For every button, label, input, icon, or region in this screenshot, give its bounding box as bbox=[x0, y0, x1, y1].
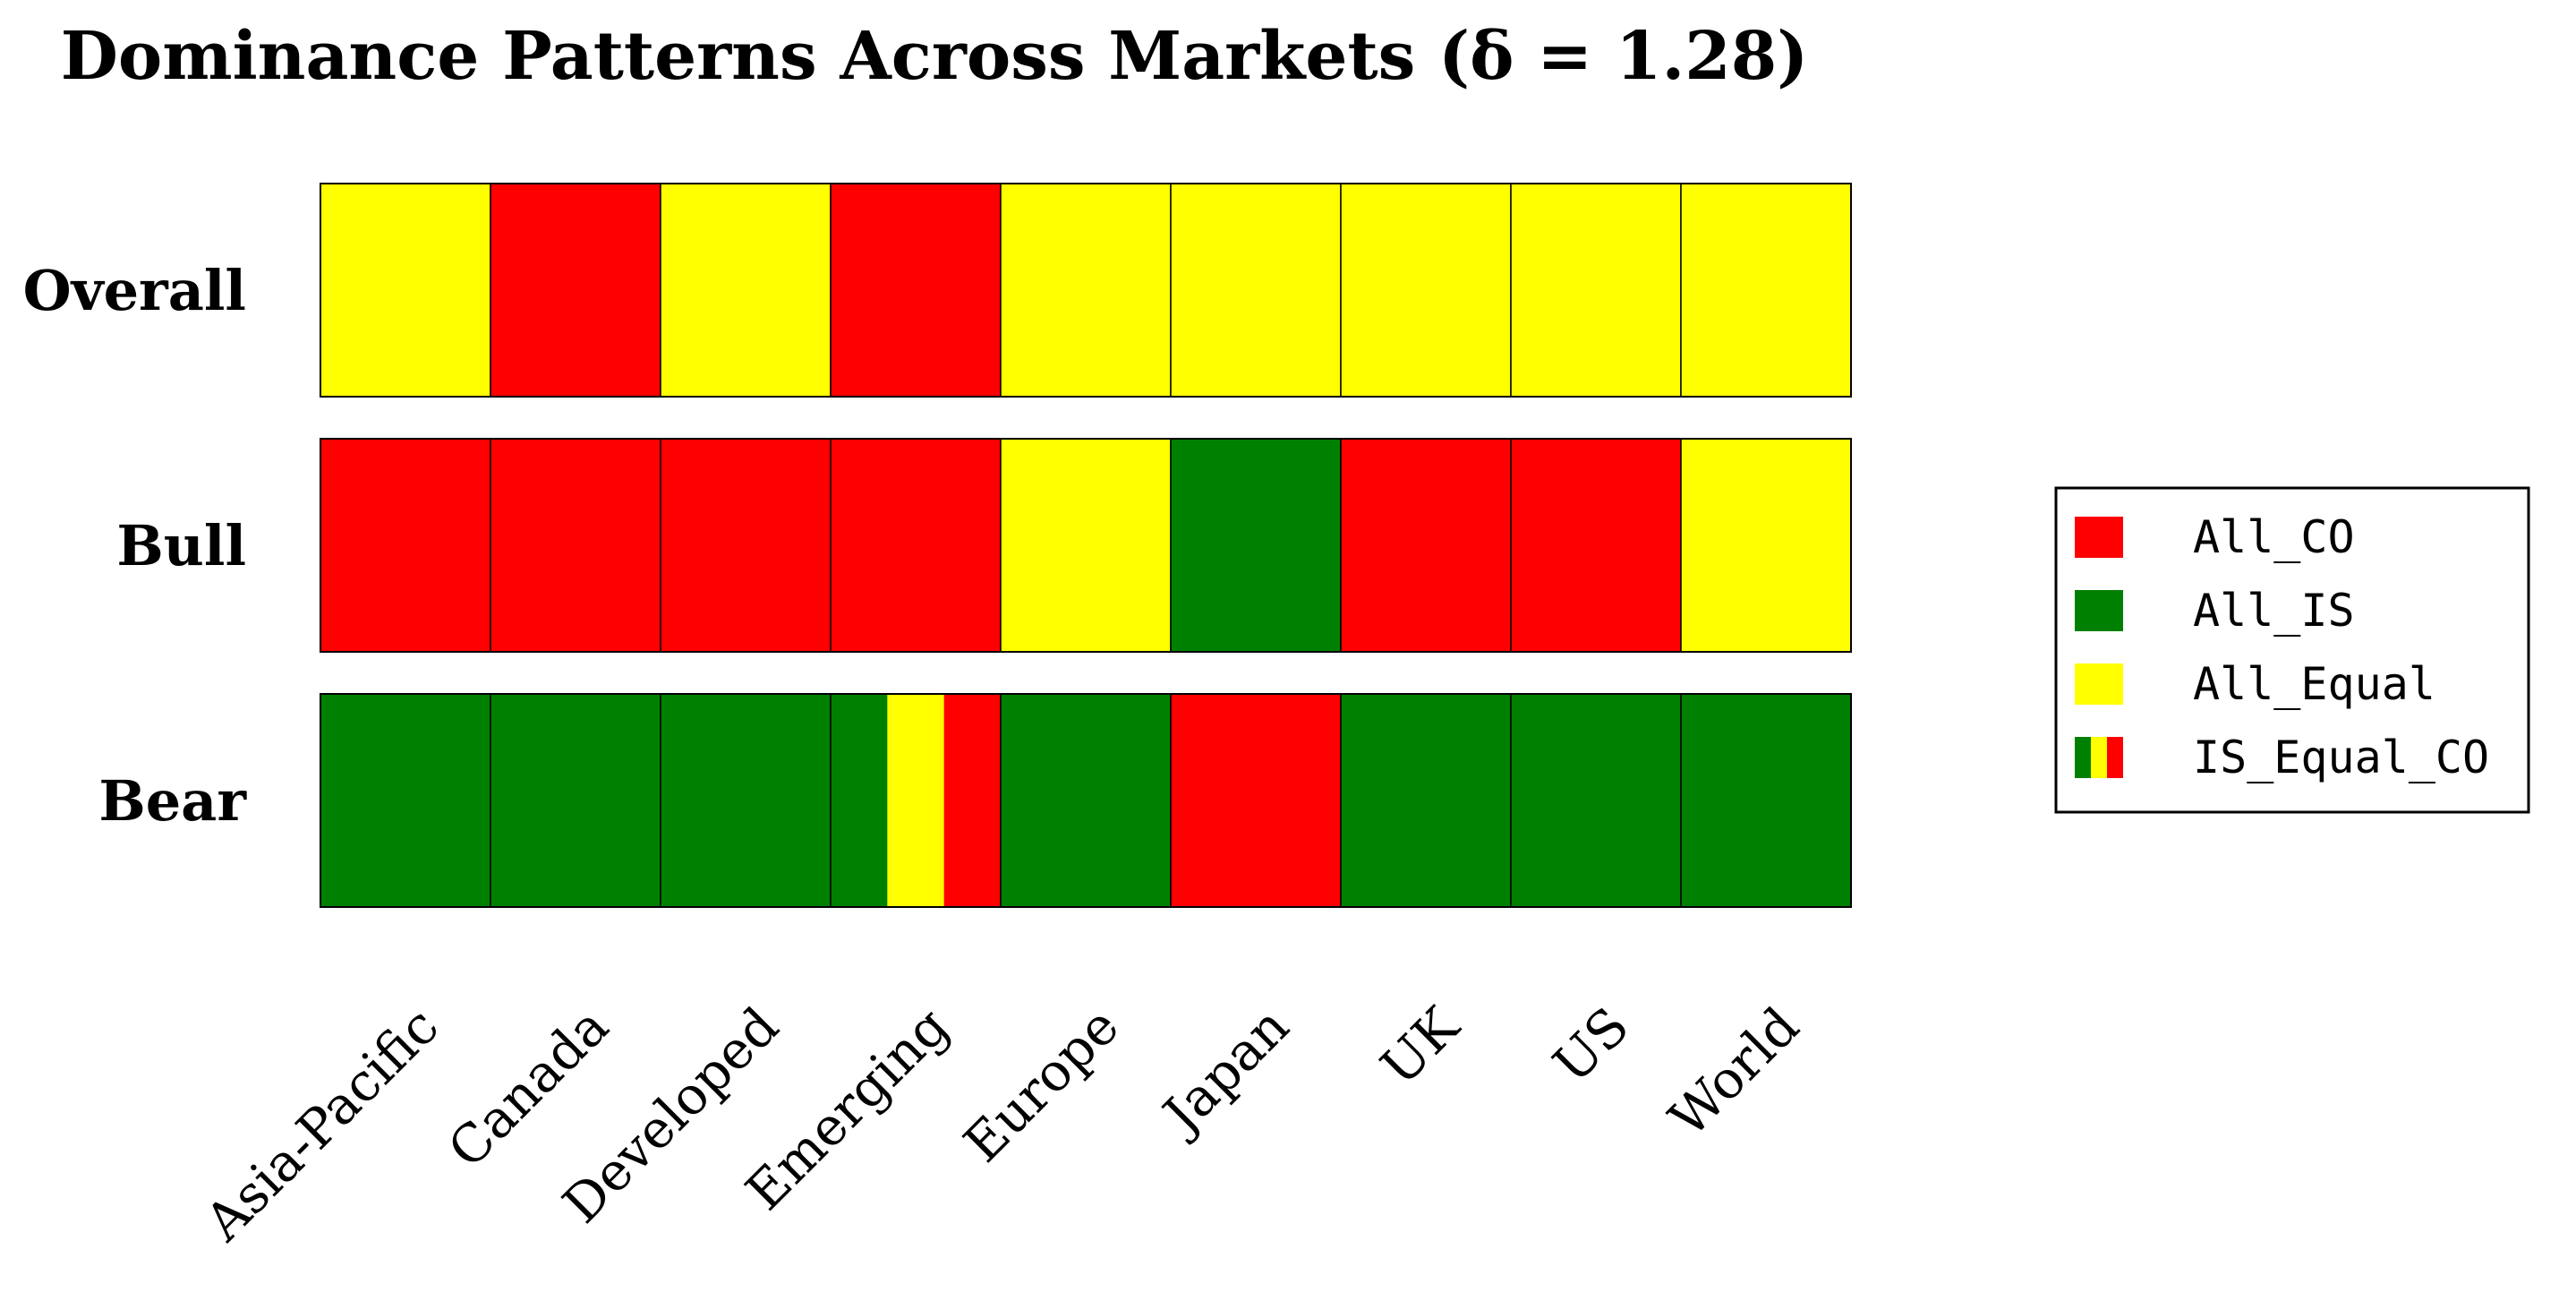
heatmap-cell bbox=[320, 183, 491, 398]
cell-fill bbox=[1341, 439, 1511, 652]
heatmap-cell bbox=[830, 438, 1002, 653]
legend-label: All_IS bbox=[2193, 585, 2355, 637]
cell-fill bbox=[661, 184, 831, 397]
cell-fill bbox=[490, 694, 661, 907]
cell-fill bbox=[1001, 694, 1171, 907]
chart-title: Dominance Patterns Across Markets (δ = 1… bbox=[61, 18, 1809, 95]
column-label: World bbox=[1658, 996, 1811, 1149]
heatmap-cell bbox=[1340, 693, 1512, 908]
cell-fill bbox=[320, 439, 490, 652]
heatmap-cell bbox=[1170, 183, 1342, 398]
column-label: Japan bbox=[1148, 996, 1301, 1148]
legend: All_CO All_IS All_Equal IS_Equal_CO bbox=[2054, 486, 2530, 814]
legend-entry: All_IS bbox=[2075, 585, 2355, 637]
cell-fill bbox=[831, 184, 1001, 397]
cell-fill bbox=[320, 184, 490, 397]
heatmap-cell bbox=[490, 183, 661, 398]
cell-fill bbox=[1171, 184, 1341, 397]
row-border bbox=[320, 183, 1852, 398]
cell-fill bbox=[1001, 439, 1171, 652]
cell-fill bbox=[1681, 694, 1851, 907]
row-label: Overall bbox=[23, 258, 246, 323]
cell-fill bbox=[1341, 694, 1511, 907]
cell-fill bbox=[1341, 184, 1511, 397]
heatmap-cell bbox=[830, 183, 1002, 398]
cell-fill bbox=[1511, 694, 1681, 907]
row-border bbox=[320, 693, 1852, 908]
legend-label: All_Equal bbox=[2193, 658, 2435, 710]
cell-fill bbox=[831, 694, 888, 907]
cell-fill bbox=[1681, 184, 1851, 397]
heatmap-cell bbox=[660, 183, 832, 398]
row-label: Bear bbox=[98, 768, 247, 834]
column-label: UK bbox=[1369, 995, 1471, 1097]
heatmap-cell bbox=[490, 438, 661, 653]
heatmap-cell bbox=[660, 693, 832, 908]
legend-box bbox=[2054, 486, 2530, 814]
cell-fill bbox=[490, 184, 661, 397]
legend-swatch bbox=[2075, 737, 2091, 778]
heatmap-cell bbox=[1340, 438, 1512, 653]
heatmap-cell bbox=[1680, 183, 1852, 398]
heatmap-cell bbox=[320, 438, 491, 653]
legend-swatch bbox=[2075, 590, 2123, 631]
cell-fill bbox=[1511, 184, 1681, 397]
heatmap-cell bbox=[1510, 438, 1682, 653]
cell-fill bbox=[887, 694, 945, 907]
heatmap-grid bbox=[320, 183, 1852, 908]
row-labels: Overall Bull Bear bbox=[23, 258, 248, 834]
heatmap-cell bbox=[1510, 183, 1682, 398]
heatmap-cell bbox=[1000, 438, 1172, 653]
legend-swatch bbox=[2107, 737, 2123, 778]
legend-entry: All_CO bbox=[2075, 511, 2355, 563]
cell-fill bbox=[831, 439, 1001, 652]
column-label: Asia-Pacific bbox=[192, 996, 449, 1253]
heatmap-cell bbox=[1680, 693, 1852, 908]
heatmap-cell bbox=[1170, 438, 1342, 653]
cell-fill bbox=[1171, 694, 1341, 907]
row-label: Bull bbox=[116, 513, 246, 578]
cell-fill bbox=[1001, 184, 1171, 397]
heatmap-cell bbox=[1340, 183, 1512, 398]
cell-fill bbox=[661, 439, 831, 652]
legend-label: All_CO bbox=[2193, 511, 2355, 563]
legend-entry: IS_Equal_CO bbox=[2075, 732, 2489, 783]
column-labels: Asia-PacificCanadaDevelopedEmergingEurop… bbox=[192, 995, 1810, 1254]
cell-fill bbox=[1511, 439, 1681, 652]
cell-fill bbox=[1681, 439, 1851, 652]
legend-entry: All_Equal bbox=[2075, 658, 2435, 710]
cell-fill bbox=[661, 694, 831, 907]
legend-swatch bbox=[2075, 517, 2123, 558]
heatmap-cell bbox=[1680, 438, 1852, 653]
heatmap-cell bbox=[830, 693, 1002, 908]
cell-fill bbox=[490, 439, 661, 652]
heatmap-cell bbox=[660, 438, 832, 653]
cell-fill bbox=[320, 694, 490, 907]
heatmap-cell bbox=[1000, 693, 1172, 908]
heatmap-cell bbox=[1510, 693, 1682, 908]
heatmap-cell bbox=[490, 693, 661, 908]
column-label: US bbox=[1541, 996, 1641, 1095]
legend-swatch bbox=[2075, 663, 2123, 705]
heatmap-cell bbox=[320, 693, 491, 908]
heatmap-cell bbox=[1000, 183, 1172, 398]
heatmap-cell bbox=[1170, 693, 1342, 908]
cell-fill bbox=[943, 694, 1001, 907]
cell-fill bbox=[1171, 439, 1341, 652]
legend-label: IS_Equal_CO bbox=[2193, 732, 2489, 783]
legend-swatch bbox=[2091, 737, 2107, 778]
column-label: Europe bbox=[952, 996, 1130, 1174]
row-border bbox=[320, 438, 1852, 653]
